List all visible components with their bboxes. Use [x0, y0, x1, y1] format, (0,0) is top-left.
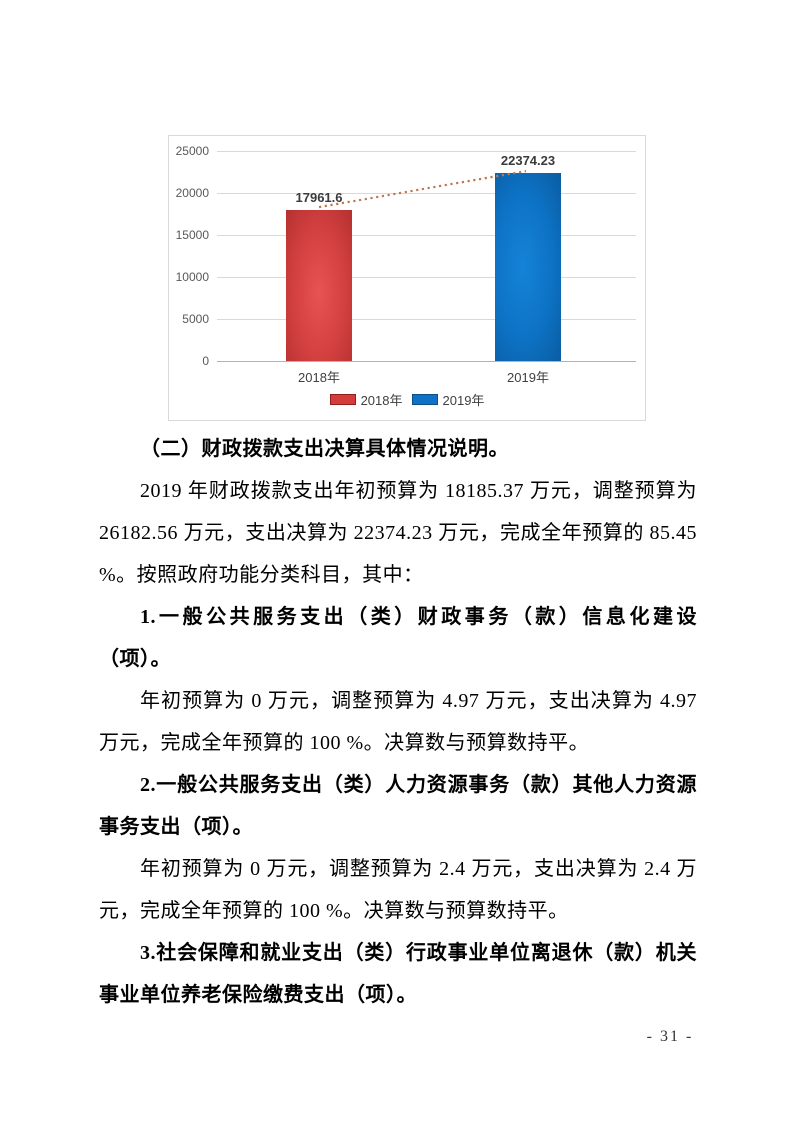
x-tick-label-2019年: 2019年	[507, 370, 549, 385]
legend-item-2019年: 2019年	[411, 390, 485, 409]
legend-swatch-icon	[411, 394, 438, 405]
bar-2019年	[495, 173, 561, 361]
trend-line	[318, 169, 527, 209]
data-label-2018年: 17961.6	[295, 190, 343, 206]
y-gridline	[217, 277, 636, 278]
legend-swatch-icon	[329, 394, 356, 405]
item-1-heading: 1.一般公共服务支出（类）财政事务（款）信息化建设（项）。	[99, 606, 697, 670]
bar-2018年	[286, 210, 352, 361]
document-body: （二）财政拨款支出决算具体情况说明。 2019 年财政拨款支出年初预算为 181…	[99, 428, 697, 1016]
item-2-paragraph: 年初预算为 0 万元，调整预算为 2.4 万元，支出决算为 2.4 万元，完成全…	[99, 858, 697, 922]
y-tick-label: 5000	[182, 312, 209, 326]
x-axis-line	[217, 361, 636, 362]
y-gridline	[217, 235, 636, 236]
paragraph-overview: 2019 年财政拨款支出年初预算为 18185.37 万元，调整预算为 2618…	[99, 480, 697, 586]
y-tick-label: 10000	[175, 270, 209, 284]
y-tick-label: 0	[202, 354, 209, 368]
y-gridline	[217, 193, 636, 194]
y-gridline	[217, 319, 636, 320]
y-tick-label: 25000	[175, 144, 209, 158]
page-number: - 31 -	[646, 1028, 694, 1045]
item-1-paragraph: 年初预算为 0 万元，调整预算为 4.97 万元，支出决算为 4.97 万元，完…	[99, 690, 697, 754]
item-3-heading: 3.社会保障和就业支出（类）行政事业单位离退休（款）机关事业单位养老保险缴费支出…	[99, 942, 697, 1006]
legend-item-2018年: 2018年	[329, 390, 403, 409]
x-tick-label-2018年: 2018年	[298, 370, 340, 385]
section-heading: （二）财政拨款支出决算具体情况说明。	[140, 438, 509, 460]
data-label-2019年: 22374.23	[500, 153, 556, 169]
y-tick-label: 20000	[175, 186, 209, 200]
chart-legend: 2018年 2019年	[169, 390, 645, 409]
legend-label: 2019年	[442, 393, 485, 408]
y-tick-label: 15000	[175, 228, 209, 242]
y-gridline	[217, 151, 636, 152]
bar-chart: 0 5000 10000 15000 20000 25000 17961.6 2018年 223…	[168, 135, 646, 421]
item-2-heading: 2.一般公共服务支出（类）人力资源事务（款）其他人力资源事务支出（项）。	[99, 774, 697, 838]
legend-label: 2018年	[360, 393, 403, 408]
